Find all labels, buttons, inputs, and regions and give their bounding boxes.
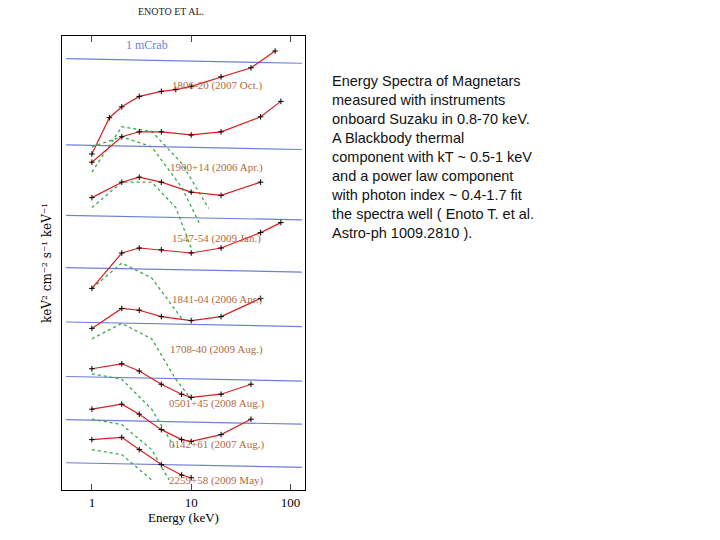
html-text:onboard Suzaku in 0.8-70 keV.: onboard Suzaku in 0.8-70 keV. <box>332 111 530 127</box>
html-text:the spectra well ( Enoto T. et: the spectra well ( Enoto T. et al. <box>332 206 534 222</box>
html-text:A Blackbody thermal: A Blackbody thermal <box>332 130 465 146</box>
html-text:component with kT ~ 0.5-1 keV: component with kT ~ 0.5-1 keV <box>332 149 532 165</box>
html-text:and a power law component: and a power law component <box>332 168 514 184</box>
svg-text:keV² cm⁻² s⁻¹ keV⁻¹: keV² cm⁻² s⁻¹ keV⁻¹ <box>40 203 54 323</box>
svg-text:1841-04 (2006 Apr.): 1841-04 (2006 Apr.) <box>172 293 262 306</box>
svg-text:1900+14 (2006 Apr.): 1900+14 (2006 Apr.) <box>170 161 263 174</box>
svg-text:1 mCrab: 1 mCrab <box>126 38 168 52</box>
html-text:Energy Spectra of Magnetars: Energy Spectra of Magnetars <box>332 73 521 89</box>
svg-text:1: 1 <box>89 495 96 510</box>
svg-text:1806-20 (2007 Oct.): 1806-20 (2007 Oct.) <box>172 79 262 92</box>
html-text:with photon index ~ 0.4-1.7 fi: with photon index ~ 0.4-1.7 fit <box>332 187 522 203</box>
svg-text:1708-40 (2009 Aug.): 1708-40 (2009 Aug.) <box>170 343 263 356</box>
svg-text:Energy (keV): Energy (keV) <box>148 510 219 525</box>
svg-text:2259+58 (2009 May): 2259+58 (2009 May) <box>169 474 264 487</box>
html-text:measured with instruments: measured with instruments <box>332 92 506 108</box>
html-text:ENOTO ET AL.: ENOTO ET AL. <box>138 6 204 17</box>
svg-text:0142+61 (2007 Aug.): 0142+61 (2007 Aug.) <box>169 438 264 451</box>
html-text:Astro-ph 1009.2810 ).: Astro-ph 1009.2810 ). <box>332 225 473 241</box>
svg-text:0501+45 (2008 Aug.): 0501+45 (2008 Aug.) <box>169 397 264 410</box>
svg-text:100: 100 <box>281 495 301 510</box>
svg-text:1547-54 (2009 Jan.): 1547-54 (2009 Jan.) <box>172 232 261 245</box>
svg-text:10: 10 <box>185 495 198 510</box>
